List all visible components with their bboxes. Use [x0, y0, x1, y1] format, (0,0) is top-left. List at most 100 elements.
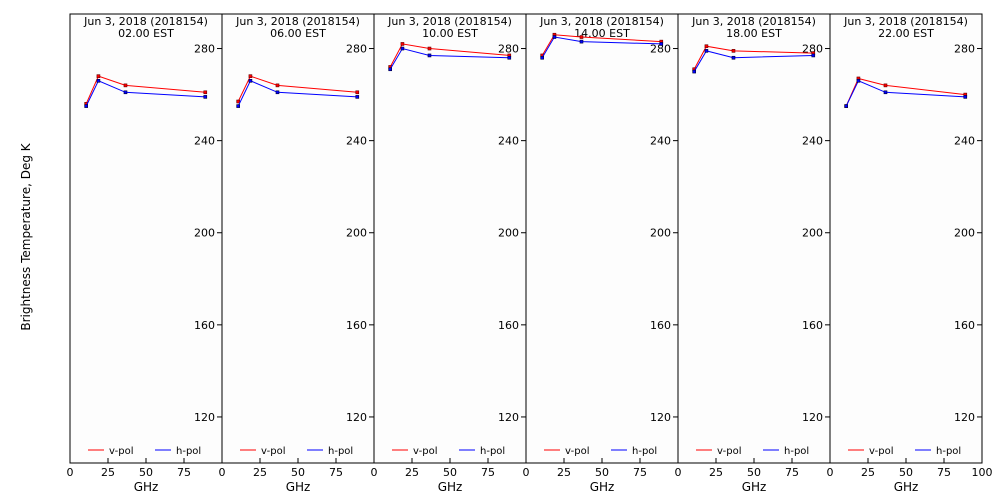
- y-tick-label: 200: [346, 227, 367, 240]
- x-tick-label: 0: [371, 466, 378, 479]
- series-line-h-pol: [693, 50, 814, 72]
- panel-frame: [677, 13, 831, 464]
- panel-5: Jun 3, 2018 (2018154)18.00 EST 120 160 200 2…: [675, 13, 831, 494]
- panel-title: Jun 3, 2018 (2018154): [235, 15, 360, 28]
- panel-title: Jun 3, 2018 (2018154): [83, 15, 208, 28]
- x-tick-label: 75: [329, 466, 343, 479]
- data-point: [883, 90, 888, 95]
- y-tick-label: 280: [194, 43, 215, 56]
- y-tick-label: 240: [802, 135, 823, 148]
- panel-frame: [525, 13, 679, 464]
- y-tick-label: 280: [650, 43, 671, 56]
- y-tick-label: 200: [498, 227, 519, 240]
- y-tick-label: 160: [346, 319, 367, 332]
- y-tick-label: 120: [346, 411, 367, 424]
- data-point: [203, 95, 208, 99]
- data-point: [123, 90, 128, 95]
- data-point: [96, 78, 101, 83]
- x-axis-label: GHz: [134, 480, 159, 494]
- data-point: [248, 78, 253, 83]
- series-line-v-pol: [693, 45, 814, 70]
- legend-label: v-pol: [565, 446, 590, 457]
- panel-subtitle: 22.00 EST: [878, 27, 934, 40]
- legend-label: h-pol: [936, 446, 961, 457]
- x-tick-label: 50: [595, 466, 609, 479]
- data-point: [856, 78, 861, 83]
- panel-title: Jun 3, 2018 (2018154): [843, 15, 968, 28]
- x-tick-label: 0: [67, 466, 74, 479]
- x-tick-label: 75: [785, 466, 799, 479]
- panel-title: Jun 3, 2018 (2018154): [691, 15, 816, 28]
- panel-title: Jun 3, 2018 (2018154): [539, 15, 664, 28]
- x-axis-label: GHz: [894, 480, 919, 494]
- data-point: [844, 104, 848, 108]
- y-tick-label: 240: [346, 135, 367, 148]
- x-tick-label: 50: [139, 466, 153, 479]
- series-line-h-pol: [237, 80, 358, 107]
- data-point: [248, 74, 253, 78]
- series-line-v-pol: [389, 43, 510, 68]
- panel-frame: [69, 13, 223, 464]
- legend-label: h-pol: [784, 446, 809, 457]
- data-point: [388, 67, 392, 72]
- series-line-v-pol: [85, 75, 206, 105]
- legend-label: h-pol: [328, 446, 353, 457]
- y-tick-label: 280: [802, 43, 823, 56]
- y-tick-label: 120: [650, 411, 671, 424]
- data-point: [123, 83, 128, 88]
- panel-frame: [221, 13, 375, 464]
- x-tick-label: 0: [523, 466, 530, 479]
- data-point: [579, 39, 584, 44]
- x-tick-label: 0: [675, 466, 682, 479]
- x-tick-label: 0: [827, 466, 834, 479]
- legend-label: v-pol: [717, 446, 742, 457]
- x-tick-label: 25: [405, 466, 419, 479]
- panel-frame: [829, 13, 983, 464]
- data-point: [883, 83, 888, 88]
- y-tick-label: 160: [498, 319, 519, 332]
- panel-4: Jun 3, 2018 (2018154)14.00 EST 120 160 200 2…: [523, 13, 679, 494]
- x-tick-label: 50: [747, 466, 761, 479]
- panel-6: Jun 3, 2018 (2018154)22.00 EST 120 160 200 2…: [827, 13, 993, 494]
- x-tick-label: 50: [899, 466, 913, 479]
- series-line-v-pol: [237, 75, 358, 102]
- data-point: [84, 104, 88, 108]
- legend-label: v-pol: [109, 446, 134, 457]
- y-tick-label: 160: [954, 319, 975, 332]
- panel-subtitle: 10.00 EST: [422, 27, 478, 40]
- x-tick-label: 50: [443, 466, 457, 479]
- y-tick-label: 240: [650, 135, 671, 148]
- y-tick-label: 200: [194, 227, 215, 240]
- legend-label: v-pol: [261, 446, 286, 457]
- y-tick-label: 240: [498, 135, 519, 148]
- data-point: [552, 35, 557, 39]
- series-line-v-pol: [541, 34, 662, 56]
- panel-subtitle: 18.00 EST: [726, 27, 782, 40]
- x-tick-label: 0: [219, 466, 226, 479]
- y-axis-label: Brightness Temperature, Deg K: [19, 142, 33, 330]
- data-point: [659, 42, 664, 46]
- x-tick-label: 25: [101, 466, 115, 479]
- data-point: [236, 99, 240, 104]
- panel-3: Jun 3, 2018 (2018154)10.00 EST 120 160 200 2…: [371, 13, 527, 494]
- x-axis-label: GHz: [438, 480, 463, 494]
- legend-label: v-pol: [413, 446, 438, 457]
- y-tick-label: 120: [954, 411, 975, 424]
- y-tick-label: 200: [802, 227, 823, 240]
- series-line-v-pol: [845, 77, 966, 107]
- y-tick-label: 160: [194, 319, 215, 332]
- x-tick-label: 75: [177, 466, 191, 479]
- y-tick-label: 200: [954, 227, 975, 240]
- data-point: [275, 90, 280, 95]
- data-point: [203, 90, 208, 95]
- x-axis-label: GHz: [286, 480, 311, 494]
- data-point: [540, 55, 544, 60]
- series-line-h-pol: [541, 36, 662, 59]
- x-axis-label: GHz: [742, 480, 767, 494]
- x-tick-label: 75: [937, 466, 951, 479]
- data-point: [427, 53, 432, 58]
- data-point: [400, 42, 405, 46]
- legend-label: h-pol: [480, 446, 505, 457]
